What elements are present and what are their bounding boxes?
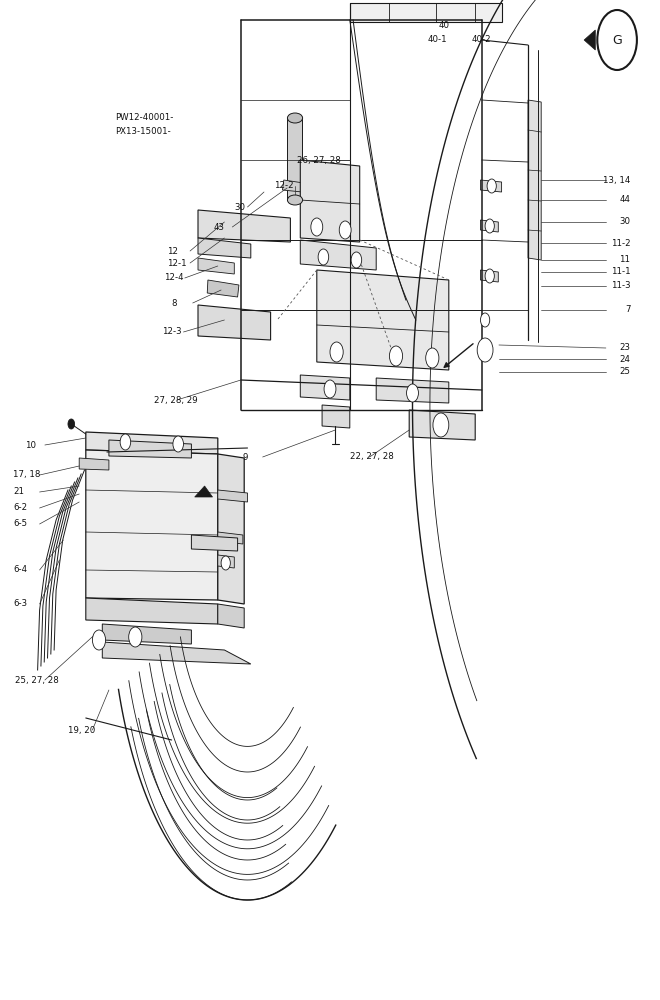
Polygon shape [102,642,251,664]
Circle shape [324,380,336,398]
Polygon shape [282,180,304,192]
Text: 12-4: 12-4 [164,273,183,282]
Text: 24: 24 [619,355,630,363]
Text: 40-1: 40-1 [428,34,447,43]
Circle shape [487,179,496,193]
Polygon shape [198,238,251,258]
Text: 10: 10 [25,440,36,450]
Polygon shape [317,270,449,370]
Text: 40: 40 [439,20,450,29]
Polygon shape [376,378,449,403]
Polygon shape [198,210,290,242]
Ellipse shape [288,195,302,205]
Polygon shape [480,270,498,282]
Polygon shape [218,555,234,568]
Text: 6-4: 6-4 [13,566,27,574]
Polygon shape [584,30,595,50]
Text: 19, 20: 19, 20 [68,726,95,734]
Text: 11-3: 11-3 [610,282,630,290]
Text: 9: 9 [243,452,248,462]
Polygon shape [198,258,234,274]
Circle shape [351,252,362,268]
Ellipse shape [288,113,302,123]
Text: 26, 27, 28: 26, 27, 28 [297,155,341,164]
Polygon shape [218,604,244,628]
Text: 30: 30 [234,202,246,212]
Circle shape [68,419,75,429]
Polygon shape [218,532,243,544]
Circle shape [389,346,403,366]
Text: 12-1: 12-1 [167,258,187,267]
Text: 12: 12 [167,246,178,255]
Text: 40-2: 40-2 [472,34,492,43]
Circle shape [330,342,343,362]
Polygon shape [198,305,271,340]
Polygon shape [218,454,244,604]
Polygon shape [480,180,502,192]
Text: 25, 27, 28: 25, 27, 28 [15,676,58,684]
Circle shape [173,436,183,452]
Circle shape [597,10,637,70]
Text: 11: 11 [619,255,630,264]
Circle shape [477,338,493,362]
Circle shape [407,384,418,402]
Polygon shape [86,598,218,624]
Circle shape [485,269,494,283]
Text: 21: 21 [13,488,24,496]
Text: 13, 14: 13, 14 [603,176,630,184]
Circle shape [311,218,323,236]
Polygon shape [528,100,541,260]
Circle shape [92,630,106,650]
Text: PX13-15001-: PX13-15001- [115,126,171,135]
Text: 11-2: 11-2 [610,238,630,247]
Text: 6-3: 6-3 [13,599,27,608]
Polygon shape [109,440,191,458]
Polygon shape [218,490,248,502]
Polygon shape [300,240,376,270]
Text: 30: 30 [619,218,630,227]
Circle shape [426,348,439,368]
Polygon shape [195,486,213,497]
Polygon shape [102,624,191,644]
Polygon shape [322,405,350,428]
Polygon shape [86,432,218,454]
Text: 7: 7 [625,306,630,314]
Text: 44: 44 [619,196,630,205]
Polygon shape [480,220,498,232]
Circle shape [339,221,351,239]
Polygon shape [300,160,360,242]
Polygon shape [350,3,502,22]
Text: 43: 43 [213,223,224,232]
Text: 12-2: 12-2 [274,182,294,190]
Text: 17, 18: 17, 18 [13,471,40,480]
Text: 23: 23 [619,344,630,353]
Circle shape [433,413,449,437]
Polygon shape [287,118,302,200]
Polygon shape [300,375,350,400]
Circle shape [318,249,329,265]
Text: 25: 25 [619,367,630,376]
Circle shape [129,627,142,647]
Polygon shape [409,410,475,440]
Circle shape [120,434,131,450]
Circle shape [485,219,494,233]
Text: PW12-40001-: PW12-40001- [115,112,174,121]
Polygon shape [191,535,238,551]
Text: 22, 27, 28: 22, 27, 28 [350,452,393,462]
Text: 27, 28, 29: 27, 28, 29 [154,395,197,404]
Text: 6-5: 6-5 [13,520,27,528]
Text: 11-1: 11-1 [610,267,630,276]
Text: G: G [612,33,622,46]
Text: 6-2: 6-2 [13,504,27,512]
Text: 12-3: 12-3 [162,328,182,336]
Polygon shape [79,458,109,470]
Text: 8: 8 [172,298,177,308]
Circle shape [480,313,490,327]
Circle shape [221,556,230,570]
Polygon shape [207,280,239,297]
Polygon shape [86,450,218,600]
